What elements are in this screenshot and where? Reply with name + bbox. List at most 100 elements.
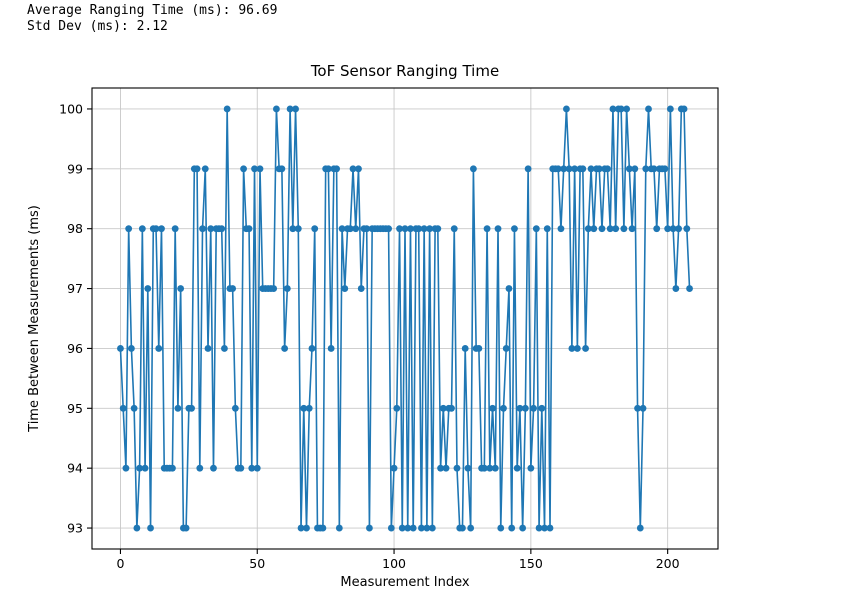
data-point-marker	[439, 404, 447, 412]
data-point-marker	[604, 165, 611, 173]
y-tick-label: 94	[67, 461, 83, 476]
data-point-marker	[385, 225, 392, 233]
data-point-marker	[489, 404, 496, 412]
data-point-marker	[532, 225, 540, 233]
data-point-marker	[428, 524, 436, 532]
data-point-marker	[136, 464, 144, 472]
data-point-marker	[475, 345, 483, 352]
data-point-marker	[352, 225, 360, 233]
data-point-marker	[210, 464, 217, 472]
data-point-marker	[248, 464, 256, 472]
data-point-marker	[541, 524, 548, 532]
y-tick-label: 93	[67, 521, 83, 536]
stats-text: Average Ranging Time (ms): 96.69 Std Dev…	[27, 3, 277, 35]
data-point-marker	[650, 165, 658, 173]
data-point-marker	[240, 165, 247, 173]
data-point-marker	[636, 524, 644, 532]
data-point-marker	[645, 105, 652, 113]
data-point-marker	[270, 285, 278, 292]
y-tick-label: 96	[67, 341, 83, 356]
data-point-marker	[333, 165, 340, 173]
data-point-marker	[303, 524, 310, 532]
data-point-marker	[327, 345, 335, 352]
data-point-marker	[133, 524, 141, 532]
x-tick-label: 100	[382, 556, 406, 571]
data-point-marker	[497, 524, 505, 532]
y-tick-label: 95	[67, 401, 83, 416]
data-point-marker	[426, 225, 434, 233]
data-point-marker	[442, 464, 450, 472]
data-point-marker	[229, 285, 237, 292]
data-point-marker	[543, 225, 551, 233]
data-point-marker	[311, 225, 319, 233]
data-point-marker	[437, 464, 444, 472]
data-point-marker	[221, 345, 228, 352]
data-point-marker	[125, 225, 133, 233]
data-point-marker	[459, 524, 466, 532]
data-point-marker	[199, 225, 206, 233]
data-point-marker	[387, 524, 395, 532]
x-tick-label: 0	[116, 556, 124, 571]
data-point-marker	[573, 345, 581, 352]
data-point-marker	[423, 524, 431, 532]
data-point-marker	[494, 225, 502, 233]
data-point-marker	[171, 225, 179, 233]
data-point-marker	[207, 225, 215, 233]
data-point-marker	[483, 225, 491, 233]
data-point-marker	[505, 285, 513, 292]
data-point-marker	[401, 225, 409, 233]
data-point-marker	[158, 225, 165, 233]
data-point-marker	[628, 225, 636, 233]
x-tick-label: 200	[656, 556, 680, 571]
data-point-marker	[675, 225, 682, 233]
data-point-marker	[420, 225, 428, 233]
data-point-marker	[653, 225, 661, 233]
data-point-marker	[500, 404, 507, 412]
data-point-marker	[201, 165, 209, 173]
data-point-marker	[568, 345, 576, 352]
y-tick-label: 100	[59, 101, 83, 116]
data-point-marker	[130, 404, 138, 412]
data-point-marker	[188, 404, 195, 412]
data-point-marker	[527, 464, 535, 472]
data-point-marker	[634, 404, 641, 412]
data-point-marker	[404, 524, 412, 532]
data-point-marker	[560, 165, 568, 173]
data-point-marker	[609, 105, 617, 113]
data-point-marker	[434, 225, 442, 233]
data-point-marker	[366, 524, 373, 532]
y-axis-label: Time Between Measurements (ms)	[27, 205, 42, 433]
data-point-marker	[177, 285, 185, 292]
data-point-marker	[281, 345, 289, 352]
data-point-marker	[513, 464, 521, 472]
x-tick-label: 50	[249, 556, 265, 571]
data-point-marker	[396, 225, 403, 233]
data-point-marker	[612, 225, 620, 233]
data-point-marker	[152, 225, 160, 233]
data-point-marker	[546, 524, 554, 532]
chart-title: ToF Sensor Ranging Time	[310, 62, 500, 80]
data-point-marker	[563, 105, 570, 113]
axes-spines	[91, 87, 719, 550]
data-point-marker	[511, 225, 518, 233]
std-dev-text: Std Dev (ms): 2.12	[27, 19, 168, 34]
data-point-marker	[338, 225, 346, 233]
data-point-marker	[590, 225, 598, 233]
data-point-marker	[155, 345, 163, 352]
data-point-marker	[335, 524, 343, 532]
data-point-marker	[464, 464, 472, 472]
data-point-marker	[625, 165, 633, 173]
data-point-marker	[453, 464, 461, 472]
data-point-marker	[623, 105, 631, 113]
data-point-marker	[683, 225, 691, 233]
data-point-marker	[273, 105, 280, 113]
data-point-marker	[319, 524, 327, 532]
data-point-marker	[491, 464, 499, 472]
data-point-marker	[169, 464, 176, 472]
data-point-marker	[223, 105, 231, 113]
data-point-marker	[606, 225, 614, 233]
data-point-marker	[355, 165, 362, 173]
data-point-marker	[554, 165, 562, 173]
data-point-marker	[122, 464, 130, 472]
